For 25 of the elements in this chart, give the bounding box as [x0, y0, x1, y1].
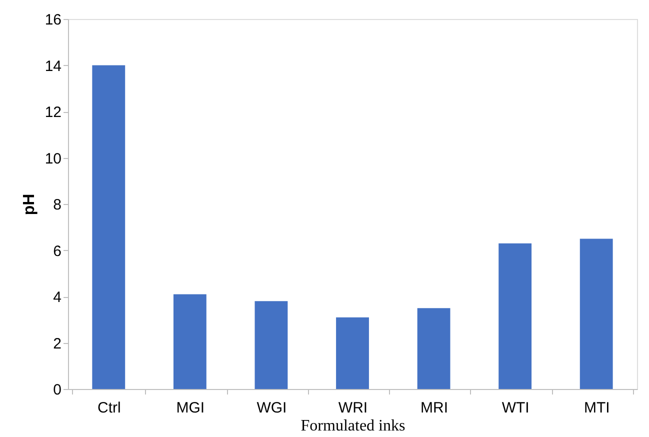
- bar: [580, 238, 613, 389]
- y-tick-label: 8: [53, 196, 62, 214]
- x-axis-title: Formulated inks: [300, 418, 406, 434]
- bar: [498, 243, 532, 389]
- bar: [254, 301, 288, 389]
- y-tick-label: 2: [53, 335, 62, 352]
- x-tick-label: WRI: [338, 400, 368, 416]
- y-tick-label: 0: [53, 382, 62, 398]
- y-tick-label: 14: [44, 58, 62, 75]
- bar: [417, 308, 450, 389]
- y-tick-label: 12: [44, 104, 62, 121]
- x-tick-label: MRI: [420, 400, 448, 416]
- x-tick-label: MGI: [176, 400, 205, 416]
- bar: [173, 294, 206, 389]
- x-tick-label: WTI: [502, 400, 530, 416]
- x-tick-label: Ctrl: [97, 400, 121, 416]
- bar: [92, 65, 126, 389]
- y-tick-label: 10: [44, 150, 62, 168]
- y-tick-label: 6: [53, 242, 62, 260]
- y-tick-label: 16: [44, 12, 62, 28]
- x-tick-label: MTI: [584, 400, 610, 416]
- bar: [336, 317, 369, 389]
- y-axis-title: pH: [20, 194, 38, 216]
- y-tick-label: 4: [53, 289, 62, 306]
- x-tick-label: WGI: [256, 400, 287, 416]
